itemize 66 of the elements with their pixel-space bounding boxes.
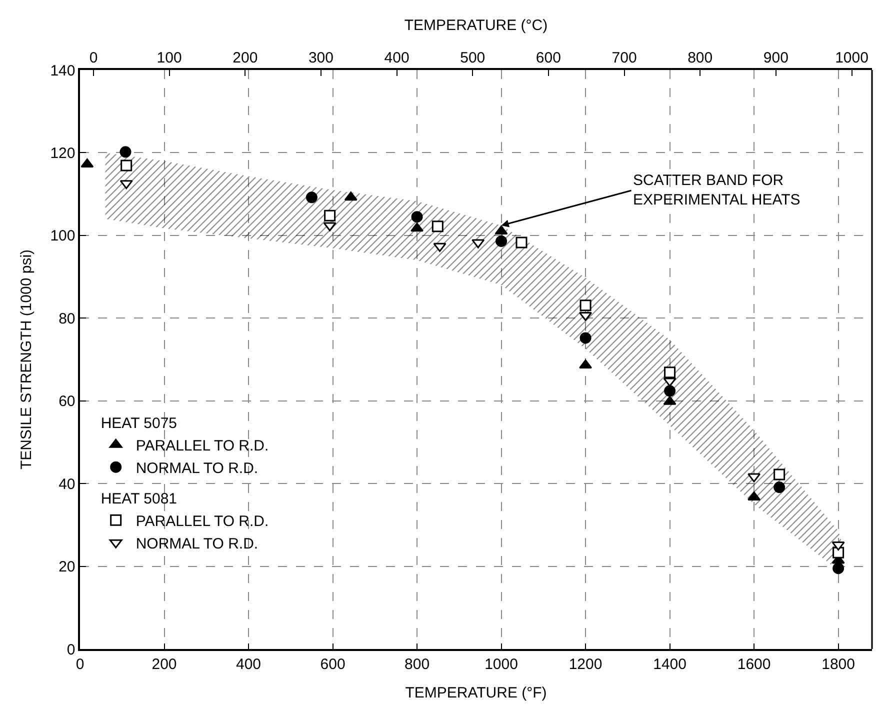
point [496, 235, 508, 247]
point [410, 222, 424, 232]
x2-tick-label: 400 [384, 49, 410, 66]
x2-tick-label: 1000 [835, 49, 868, 66]
point [323, 222, 336, 232]
annotation: SCATTER BAND FOR EXPERIMENTAL HEATS [633, 172, 800, 208]
x-tick-label: 1600 [737, 656, 771, 673]
point [579, 360, 592, 369]
x2-tick-label: 700 [612, 49, 637, 66]
y-tick-label: 80 [58, 310, 76, 328]
point [516, 236, 528, 248]
point [832, 562, 844, 574]
point [324, 210, 336, 222]
point [664, 366, 676, 378]
y-tick-label: 100 [50, 228, 76, 245]
point [663, 378, 676, 387]
legend-label: NORMAL TO R.D. [136, 535, 258, 552]
x-axis-title: TEMPERATURE (°F) [405, 684, 547, 702]
y-tick-label: 140 [50, 62, 76, 80]
point [580, 332, 592, 344]
point [344, 192, 358, 201]
point [664, 385, 676, 397]
x-tick-label: 800 [404, 656, 430, 673]
x2-tick-label: 300 [308, 49, 334, 66]
annotation: HEAT 5081 [100, 490, 178, 508]
x2-tick-label: 0 [89, 49, 98, 66]
x2-tick-label: 600 [536, 49, 561, 66]
x2-tick-label: 500 [460, 49, 486, 66]
x2-tick-label: 900 [763, 49, 788, 66]
y-tick-label: 40 [58, 476, 76, 493]
point [774, 468, 786, 480]
x2-axis-title: TEMPERATURE (°C) [404, 17, 548, 34]
y-tick-label: 0 [66, 641, 76, 658]
x-tick-label: 1400 [653, 656, 686, 673]
point [120, 180, 133, 190]
x-tick-label: 200 [152, 656, 177, 673]
y-tick-label: 120 [50, 144, 76, 162]
annotation: HEAT 5075 [100, 414, 178, 432]
point [494, 226, 508, 235]
point [580, 300, 592, 312]
legend-label: PARALLEL TO R.D. [136, 512, 269, 530]
point [120, 160, 132, 172]
point [774, 482, 786, 494]
y-axis-title: TENSILE STRENGTH (1000 psi) [18, 249, 35, 470]
y-tick-label: 20 [58, 558, 76, 576]
x-tick-label: 1800 [822, 656, 855, 673]
point [432, 220, 444, 232]
x2-tick-label: 800 [688, 49, 713, 66]
point [120, 146, 132, 158]
legend-label: NORMAL TO R.D. [136, 460, 258, 477]
x2-tick-label: 100 [156, 49, 182, 66]
point [80, 158, 94, 168]
x-tick-label: 400 [236, 656, 262, 673]
x-tick-label: 1200 [568, 656, 602, 673]
point [306, 192, 318, 204]
y-tick-label: 60 [58, 393, 76, 410]
point [748, 473, 761, 482]
legend-label: PARALLEL TO R.D. [136, 437, 269, 454]
point [832, 546, 844, 558]
point [411, 211, 423, 223]
point [472, 239, 485, 248]
point [433, 242, 446, 252]
x2-tick-label: 200 [232, 49, 258, 66]
x-tick-label: 1000 [484, 656, 518, 673]
x-tick-label: 600 [320, 656, 346, 673]
point [832, 542, 845, 551]
